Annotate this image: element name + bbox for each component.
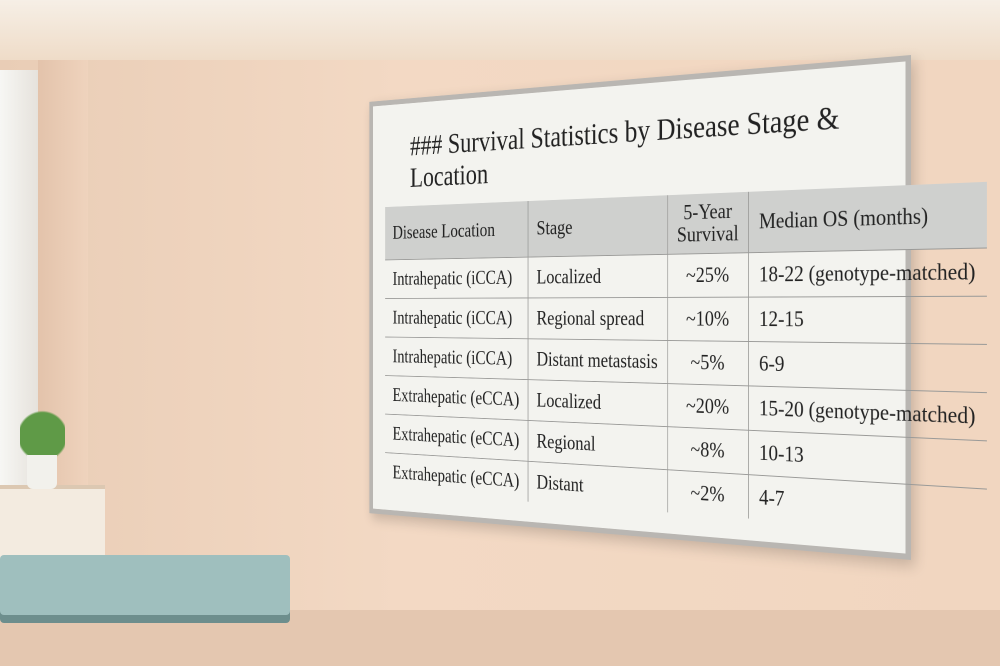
desk [0, 555, 290, 615]
table-cell: Intrahepatic (iCCA) [385, 257, 528, 298]
table-cell: Distant [528, 462, 667, 513]
table-cell: ~20% [667, 384, 748, 431]
survival-table: Disease Location Stage 5-Year Survival Medi… [385, 182, 987, 537]
table-cell: Localized [528, 255, 667, 299]
ceiling [0, 0, 1000, 60]
table-cell: 6-9 [749, 342, 987, 393]
table-cell: 18-22 (genotype-matched) [749, 248, 987, 297]
header-row: Disease Location Stage 5-Year Survival Medi… [385, 182, 987, 260]
header-cell: Stage [528, 195, 667, 257]
plant-pot [27, 455, 57, 489]
plant [20, 400, 65, 460]
table-cell: ~10% [667, 297, 748, 341]
table-cell: ~2% [667, 470, 748, 519]
table-cell: Regional spread [528, 298, 667, 341]
table-body: Intrahepatic (iCCA) Localized ~25% 18-22 (g… [385, 248, 987, 537]
board-frame: ### Survival Statistics by Disease Stage… [369, 55, 911, 560]
floor [0, 610, 1000, 666]
header-cell: Median OS (months) [749, 182, 987, 253]
table-cell: Intrahepatic (iCCA) [385, 337, 528, 380]
table-cell: ~8% [667, 427, 748, 475]
page: ### Survival Statistics by Disease Stage… [0, 0, 1000, 666]
board: ### Survival Statistics by Disease Stage… [369, 55, 911, 560]
table-cell: Extrahepatic (eCCA) [385, 453, 528, 502]
cabinet [0, 485, 105, 564]
table-cell: Localized [528, 380, 667, 427]
table-cell: Extrahepatic (eCCA) [385, 376, 528, 421]
header-cell: 5-Year Survival [667, 192, 748, 255]
table-cell: Intrahepatic (iCCA) [385, 298, 528, 339]
table-cell: ~5% [667, 341, 748, 386]
table-cell: 12-15 [749, 297, 987, 345]
header-cell: Disease Location [385, 201, 528, 260]
board-title: ### Survival Statistics by Disease Stage… [410, 97, 882, 194]
table-cell: ~25% [667, 253, 748, 298]
table-cell: Distant metastasis [528, 339, 667, 384]
